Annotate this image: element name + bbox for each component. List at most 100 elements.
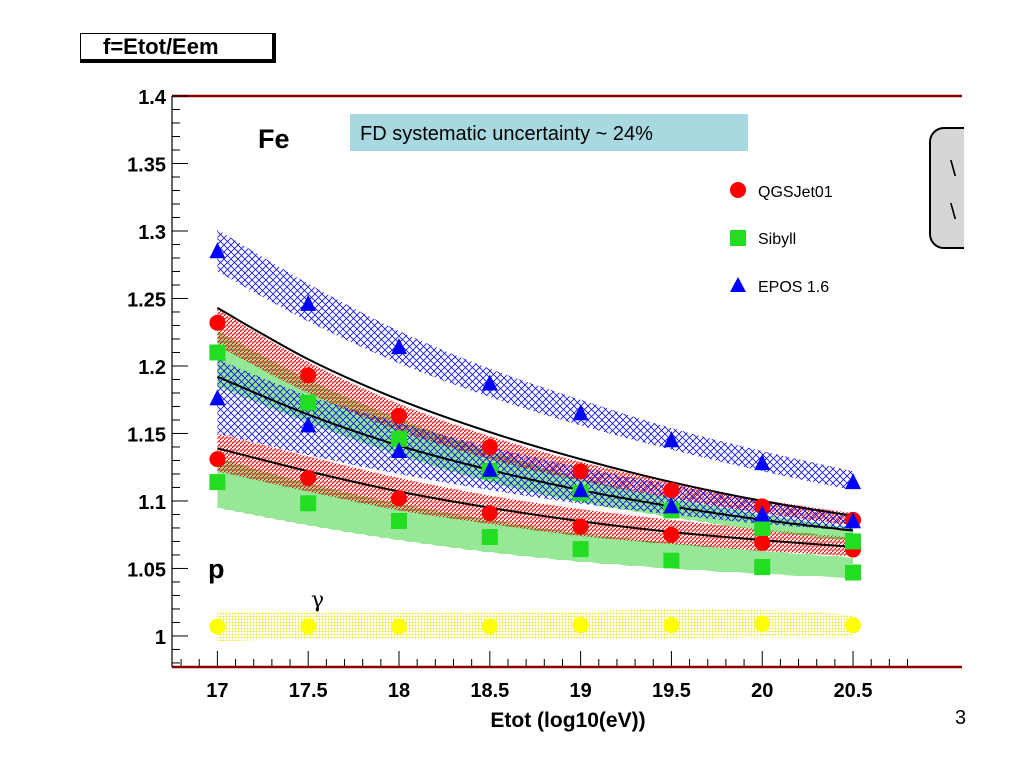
y-tick-label: 1.35 bbox=[127, 154, 166, 176]
data-point bbox=[209, 242, 226, 259]
right-mask bbox=[964, 90, 1024, 690]
legend-sibyll-label: Sibyll bbox=[758, 231, 796, 248]
data-point bbox=[209, 314, 226, 331]
x-tick-label: 17.5 bbox=[289, 680, 328, 702]
legend-qgsjet-marker bbox=[730, 182, 746, 198]
data-point bbox=[845, 564, 862, 581]
data-point bbox=[754, 559, 771, 576]
p-label: p bbox=[208, 554, 225, 584]
data-point bbox=[481, 505, 498, 522]
uncertainty-band bbox=[217, 433, 854, 557]
y-tick-label: 1.05 bbox=[127, 559, 166, 581]
data-point bbox=[572, 404, 589, 421]
x-tick-label: 20 bbox=[751, 680, 773, 702]
y-tick-label: 1.15 bbox=[127, 424, 166, 446]
data-point bbox=[300, 470, 317, 487]
data-point bbox=[663, 617, 680, 634]
data-point bbox=[300, 394, 317, 411]
data-point bbox=[481, 438, 498, 455]
side-note-glyph-1: \ bbox=[950, 156, 957, 181]
data-point bbox=[754, 534, 771, 551]
data-point bbox=[391, 407, 408, 424]
axis-ticks bbox=[172, 95, 909, 667]
x-tick-label: 19.5 bbox=[652, 680, 691, 702]
y-tick-label: 1.4 bbox=[138, 87, 167, 109]
y-tick-label: 1.2 bbox=[138, 357, 166, 379]
average-curves bbox=[216, 307, 854, 548]
legend-sibyll-marker bbox=[730, 230, 746, 246]
fe-label: Fe bbox=[258, 124, 290, 154]
data-point bbox=[209, 474, 226, 491]
data-point bbox=[391, 490, 408, 507]
x-tick-label: 19 bbox=[569, 680, 591, 702]
data-point bbox=[481, 460, 498, 477]
data-point bbox=[754, 519, 771, 536]
data-point bbox=[391, 338, 408, 355]
x-tick-label: 18.5 bbox=[470, 680, 509, 702]
gamma-label: γ bbox=[311, 588, 324, 613]
data-point bbox=[391, 618, 408, 635]
data-point bbox=[572, 617, 589, 634]
data-point bbox=[663, 431, 680, 448]
data-point bbox=[209, 344, 226, 361]
x-tick-labels: 17 17.5 18 18.5 19 19.5 20 20.5 bbox=[206, 680, 872, 702]
data-point bbox=[481, 529, 498, 546]
data-point bbox=[663, 526, 680, 543]
uncertainty-band bbox=[217, 229, 854, 491]
data-markers bbox=[209, 242, 862, 635]
data-point bbox=[209, 618, 226, 635]
uncertainty-band bbox=[217, 457, 854, 578]
data-point bbox=[754, 505, 771, 522]
data-point bbox=[845, 512, 862, 529]
data-point bbox=[209, 389, 226, 406]
y-tick-label: 1.1 bbox=[138, 492, 166, 514]
systematic-annotation-box bbox=[350, 114, 748, 151]
data-point bbox=[663, 497, 680, 514]
data-point bbox=[845, 533, 862, 550]
average-curve bbox=[216, 307, 854, 517]
data-point bbox=[481, 374, 498, 391]
data-point bbox=[572, 518, 589, 535]
data-point bbox=[391, 442, 408, 459]
data-point bbox=[391, 430, 408, 447]
legend: QGSJet01 Sibyll EPOS 1.6 bbox=[730, 182, 833, 296]
side-note-glyph-2: \ bbox=[950, 199, 957, 224]
data-point bbox=[209, 451, 226, 468]
data-point bbox=[845, 473, 862, 490]
y-tick-label: 1.3 bbox=[138, 222, 166, 244]
data-point bbox=[300, 294, 317, 311]
systematic-annotation: FD systematic uncertainty ~ 24% bbox=[360, 123, 653, 145]
uncertainty-band bbox=[217, 359, 854, 531]
data-point bbox=[391, 513, 408, 530]
y-tick-label: 1 bbox=[155, 627, 166, 649]
data-point bbox=[300, 367, 317, 384]
legend-epos-marker bbox=[730, 277, 746, 292]
data-point bbox=[300, 495, 317, 512]
data-point bbox=[663, 552, 680, 569]
data-point bbox=[300, 416, 317, 433]
y-tick-labels: 1 1.05 1.1 1.15 1.2 1.25 1.3 1.35 1.4 bbox=[127, 87, 167, 649]
plot-title: f=Etot/Eem bbox=[103, 34, 219, 59]
data-point bbox=[300, 618, 317, 635]
legend-qgsjet-label: QGSJet01 bbox=[758, 184, 833, 201]
data-point bbox=[572, 481, 589, 498]
plot-title-box: f=Etot/Eem bbox=[80, 33, 276, 63]
uncertainty-bands bbox=[217, 229, 854, 642]
x-tick-label: 18 bbox=[388, 680, 410, 702]
data-point bbox=[481, 618, 498, 635]
y-tick-label: 1.25 bbox=[127, 289, 166, 311]
data-point bbox=[845, 617, 862, 634]
data-point bbox=[754, 454, 771, 471]
data-point bbox=[572, 541, 589, 558]
legend-epos-label: EPOS 1.6 bbox=[758, 279, 829, 296]
data-point bbox=[663, 482, 680, 499]
uncertainty-band bbox=[217, 608, 854, 642]
x-tick-label: 17 bbox=[206, 680, 228, 702]
data-point bbox=[572, 463, 589, 480]
x-tick-label: 20.5 bbox=[834, 680, 873, 702]
average-curve bbox=[217, 447, 854, 548]
average-curve bbox=[217, 375, 854, 532]
x-axis-title: Etot (log10(eV)) bbox=[490, 709, 645, 732]
data-point bbox=[754, 615, 771, 632]
